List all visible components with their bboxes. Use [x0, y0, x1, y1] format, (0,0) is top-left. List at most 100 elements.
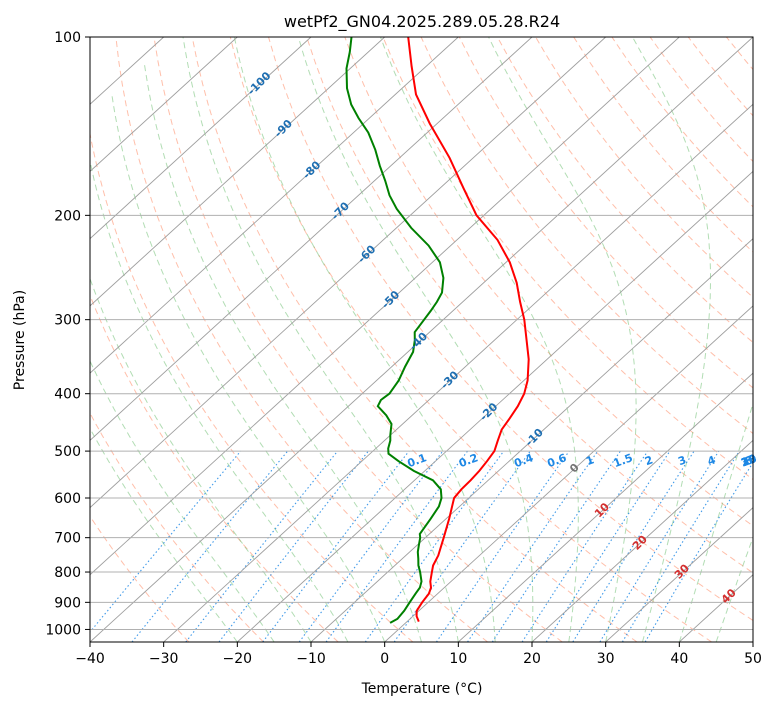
dry-adiabat-line	[573, 37, 753, 253]
mixing-ratio-label: 0.1	[406, 451, 429, 470]
dry-adiabat-line	[496, 37, 753, 344]
mixing-ratio-label: 2	[643, 453, 655, 468]
y-tick-label: 200	[54, 208, 81, 224]
moist-adiabat-line	[488, 37, 637, 642]
isotherm-line	[90, 37, 386, 307]
moist-adiabat-line	[90, 427, 238, 642]
isotherm-line	[457, 372, 753, 642]
sounding-series	[345, 37, 530, 624]
moist-adiabat-line	[111, 94, 386, 642]
mixing-ratio-label: 36	[739, 452, 758, 470]
mixing-ratio-label: 13	[739, 452, 758, 469]
x-tick-label: −40	[75, 651, 105, 667]
mixing-ratio-line	[131, 450, 289, 642]
dry-adiabat-line	[306, 37, 753, 574]
mixing-ratio-label: 10	[739, 452, 758, 470]
dry-adiabat-line	[90, 131, 414, 642]
mixing-ratio-label: 16	[739, 452, 758, 470]
temperature-profile-line	[407, 37, 530, 622]
mixing-ratio-label: 30	[739, 452, 758, 470]
mixing-ratio-label: 6	[743, 453, 755, 468]
dry-adiabat-line	[687, 37, 753, 117]
isotherm-line	[90, 37, 680, 576]
moist-adiabat-line	[90, 277, 312, 642]
mixing-ratio-line	[599, 450, 720, 642]
mixing-ratio-label: 20	[739, 452, 758, 470]
isotherm-line	[90, 37, 238, 173]
mixing-ratio-line	[621, 450, 740, 642]
moist-adiabat-line	[678, 401, 753, 642]
dry-adiabat-line	[726, 37, 753, 71]
dry-adiabat-line	[90, 412, 264, 642]
dewpoint-profile-line	[345, 37, 445, 624]
moist-adiabat-line	[90, 359, 275, 642]
mixing-ratio-label: 8	[743, 453, 755, 468]
isotherm-line	[163, 103, 753, 642]
y-tick-label: 700	[54, 531, 81, 547]
dry-adiabat-line	[153, 37, 563, 642]
plot-frame	[89, 36, 754, 643]
mixing-ratio-line	[545, 450, 671, 642]
isotherm-line	[236, 170, 753, 642]
moist-adiabat-line	[182, 37, 459, 642]
y-tick-label: 800	[54, 565, 81, 581]
y-tick-label: 400	[54, 387, 81, 403]
mixing-ratio-line	[90, 450, 242, 633]
dry-adiabat-line	[765, 37, 775, 642]
isotherm-line	[605, 506, 753, 642]
x-tick-label: 10	[449, 651, 467, 667]
dry-adiabat-line	[191, 37, 638, 642]
y-tick-label: 1000	[45, 622, 81, 638]
y-tick-label: 900	[54, 595, 81, 611]
moist-adiabat-line	[632, 37, 711, 642]
isotherm-line	[752, 641, 753, 642]
dry-adiabat-line	[535, 37, 753, 298]
isotherm-line	[531, 439, 753, 642]
mixing-ratio-label: 3	[676, 453, 688, 468]
x-tick-label: −10	[296, 651, 326, 667]
mixing-ratio-line	[218, 450, 369, 642]
chart-title: wetPf2_GN04.2025.289.05.28.R24	[284, 12, 560, 32]
y-tick-label: 300	[54, 313, 81, 329]
x-tick-label: 30	[597, 651, 615, 667]
x-tick-label: −20	[223, 651, 253, 667]
dry-adiabat-line	[115, 37, 488, 642]
mixing-ratio-label: 0.2	[457, 451, 480, 470]
mixing-ratio-line	[298, 450, 444, 642]
moist-adiabat-line	[715, 535, 753, 642]
dry-adiabat-line	[344, 37, 753, 527]
y-tick-label: 100	[54, 30, 81, 46]
mixing-ratio-label: 0.4	[512, 451, 535, 470]
mixing-ratio-line	[572, 450, 695, 642]
x-tick-label: 50	[744, 651, 762, 667]
x-tick-label: 0	[380, 651, 389, 667]
dry-adiabat-line	[229, 37, 712, 642]
isotherm-line	[90, 37, 312, 240]
dry-adiabat-line	[90, 515, 190, 642]
isotherm-line	[90, 37, 459, 374]
mixing-ratio-line	[364, 450, 505, 642]
y-tick-label: 600	[54, 491, 81, 507]
isotherm-line	[90, 37, 753, 642]
x-axis-label: Temperature (°C)	[361, 681, 483, 697]
x-axis-ticks: −40 −30 −20 −10 0 10 20 30 40 50	[75, 642, 762, 667]
mixing-ratio-line	[435, 450, 570, 642]
isotherm-line	[310, 238, 753, 642]
moist-adiabat-line	[380, 37, 579, 642]
x-tick-label: −30	[149, 651, 179, 667]
mixing-ratio-line	[325, 450, 468, 642]
x-tick-label: 40	[670, 651, 688, 667]
mixing-ratio-label: 4	[706, 453, 718, 468]
mixing-ratio-line	[467, 450, 599, 642]
pressure-gridlines	[90, 37, 753, 630]
isotherm-label: -100	[245, 69, 274, 98]
mixing-ratio-label: 1	[584, 453, 596, 468]
mixing-ratio-line	[491, 450, 621, 642]
mixing-ratio-line	[262, 450, 410, 642]
mixing-ratio-label: 1.5	[612, 451, 635, 470]
dry-adiabat-line	[268, 37, 753, 622]
y-tick-label: 500	[54, 444, 81, 460]
mixing-ratio-label: 0.6	[545, 451, 568, 470]
